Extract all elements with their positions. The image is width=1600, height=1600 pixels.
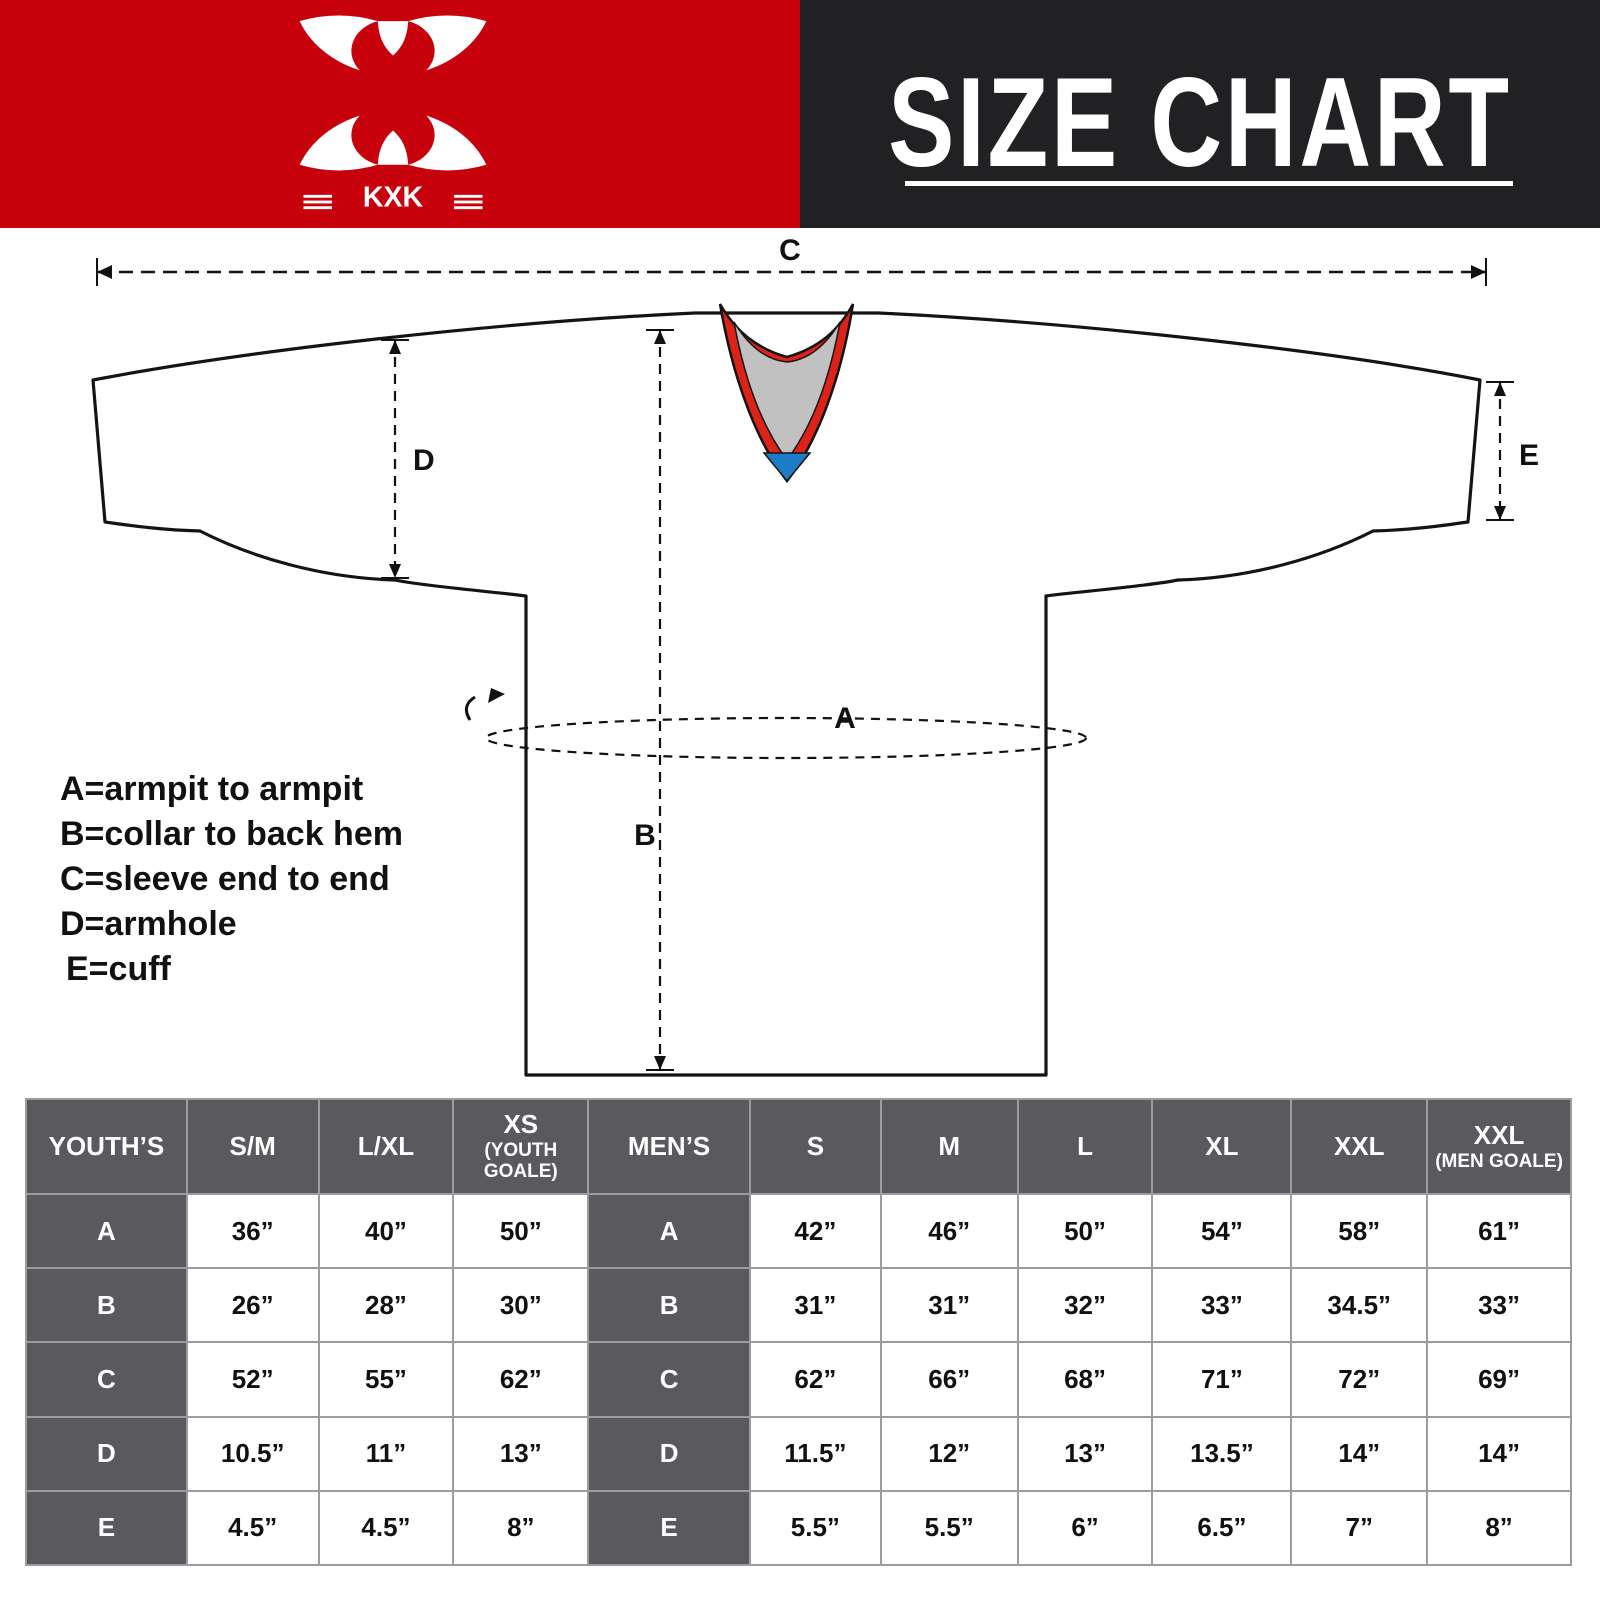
- svg-text:B: B: [634, 819, 656, 852]
- svg-text:E=cuff: E=cuff: [66, 950, 172, 988]
- svg-text:E: E: [1519, 439, 1539, 472]
- svg-text:B=collar to back hem: B=collar to back hem: [60, 815, 403, 853]
- svg-text:A=armpit to armpit: A=armpit to armpit: [60, 770, 363, 808]
- svg-text:A: A: [834, 702, 856, 735]
- svg-text:C=sleeve end to end: C=sleeve end to end: [60, 860, 390, 898]
- svg-text:D=armhole: D=armhole: [60, 905, 237, 943]
- svg-text:C: C: [779, 234, 801, 267]
- svg-text:D: D: [413, 444, 435, 477]
